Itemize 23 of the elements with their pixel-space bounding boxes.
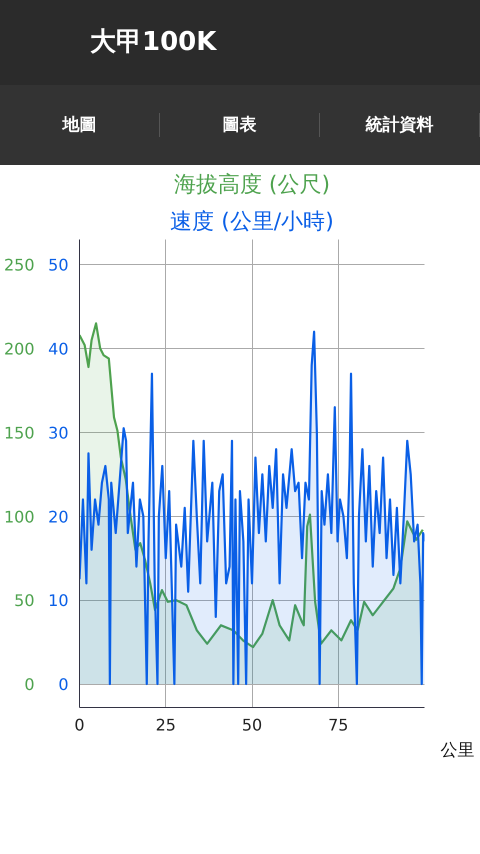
y2-tick-label: 50 [48, 256, 68, 275]
y-tick-label: 100 [4, 507, 35, 526]
y2-tick-label: 30 [48, 423, 68, 442]
y-tick-label: 50 [14, 591, 34, 610]
text: 地圖 [0, 112, 160, 138]
x-tick-label: 75 [328, 716, 348, 734]
text: 統計資料 [320, 112, 480, 138]
y-tick-label: 0 [24, 675, 35, 694]
y-tick-label: 150 [4, 423, 35, 442]
text: 大甲100K [90, 26, 216, 59]
text: 圖表 [160, 112, 320, 138]
y2-tick-label: 10 [48, 591, 68, 610]
x-tick-label: 50 [242, 716, 262, 734]
chart-subtitle: 速度 (公里/小時) [170, 210, 334, 234]
y2-tick-label: 0 [58, 675, 69, 694]
y-tick-label: 200 [4, 340, 35, 359]
y-tick-label: 250 [4, 256, 35, 275]
x-tick-label: 25 [156, 716, 176, 734]
y2-tick-label: 20 [48, 507, 68, 526]
y2-tick-label: 40 [48, 340, 68, 359]
x-tick-label: 0 [74, 716, 85, 734]
x-axis-title: 公里 [440, 740, 474, 760]
chart-title: 海拔高度 (公尺) [174, 172, 330, 198]
